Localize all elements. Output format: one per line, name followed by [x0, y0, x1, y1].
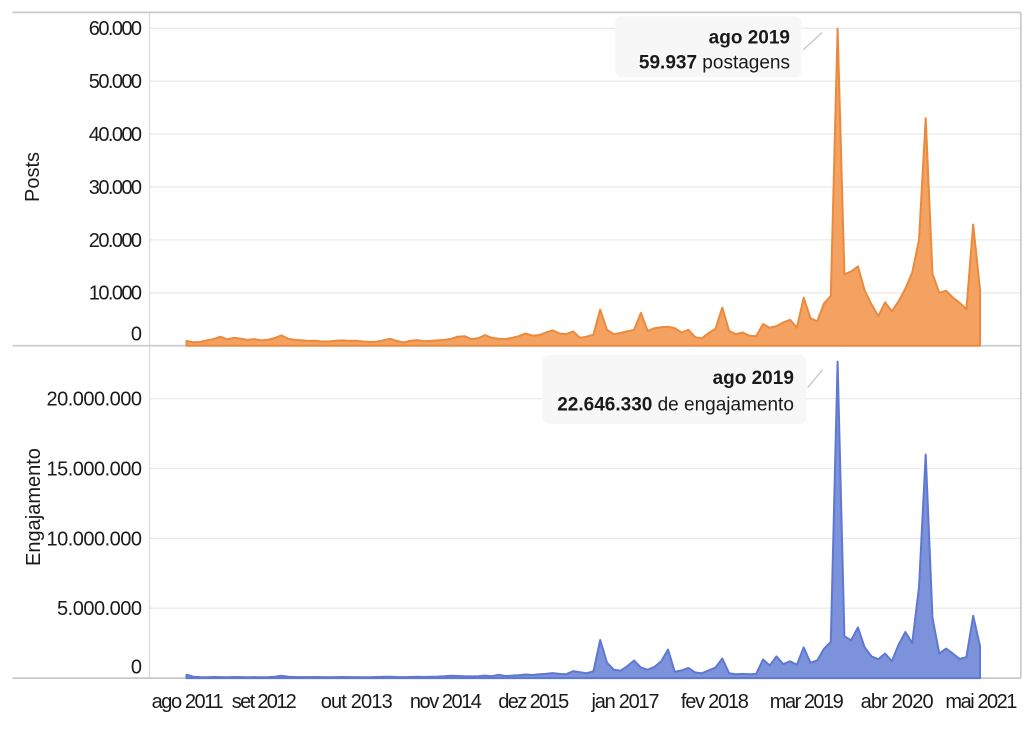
svg-text:nov 2014: nov 2014	[410, 691, 482, 713]
svg-text:40.000: 40.000	[89, 124, 142, 146]
svg-text:out 2013: out 2013	[321, 691, 393, 713]
svg-text:0: 0	[131, 323, 142, 345]
svg-text:50.000: 50.000	[89, 71, 142, 93]
svg-text:fev 2018: fev 2018	[681, 691, 749, 713]
svg-text:20.000.000: 20.000.000	[47, 389, 143, 411]
svg-text:20.000: 20.000	[89, 230, 142, 252]
svg-text:abr 2020: abr 2020	[861, 691, 934, 713]
svg-text:0: 0	[131, 657, 142, 679]
svg-text:set 2012: set 2012	[232, 691, 297, 713]
svg-text:ago 2011: ago 2011	[152, 691, 224, 713]
svg-text:60.000: 60.000	[89, 18, 142, 40]
svg-text:Posts: Posts	[22, 152, 44, 202]
svg-text:ago 2019: ago 2019	[709, 27, 790, 48]
svg-text:5.000.000: 5.000.000	[57, 598, 142, 620]
svg-text:Engajamento: Engajamento	[23, 448, 45, 566]
svg-text:ago 2019: ago 2019	[713, 368, 794, 389]
svg-text:22.646.330 de engajamento: 22.646.330 de engajamento	[557, 395, 794, 416]
svg-text:10.000: 10.000	[89, 283, 142, 305]
svg-text:30.000: 30.000	[89, 177, 142, 199]
svg-text:15.000.000: 15.000.000	[47, 459, 143, 481]
svg-text:mar 2019: mar 2019	[770, 691, 844, 713]
svg-text:59.937 postagens: 59.937 postagens	[639, 53, 790, 74]
svg-text:dez 2015: dez 2015	[498, 691, 569, 713]
svg-text:jan 2017: jan 2017	[591, 691, 660, 713]
svg-text:mai 2021: mai 2021	[945, 691, 1017, 713]
svg-text:10.000.000: 10.000.000	[47, 528, 143, 550]
